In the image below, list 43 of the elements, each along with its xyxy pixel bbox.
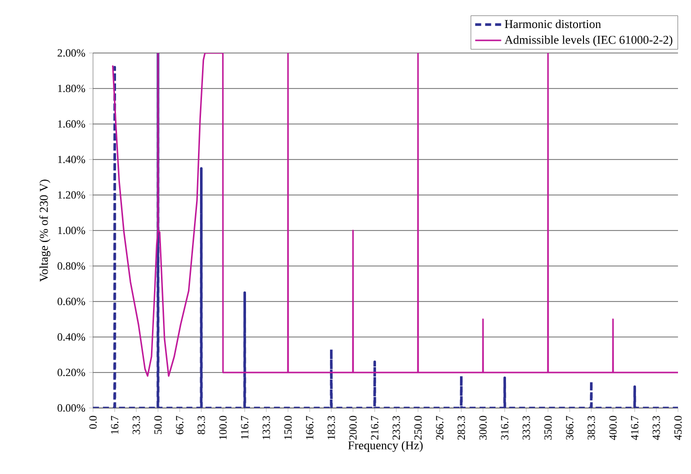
x-tick-label: 66.7 [176,416,184,434]
y-tick-label: 0.60% [58,298,86,306]
legend-label: Admissible levels (IEC 61000-2-2) [504,35,672,46]
x-tick-label: 200.0 [349,416,357,440]
y-tick-label: 1.00% [58,226,86,234]
x-tick-label: 83.3 [198,416,206,434]
y-tick-label: 0.20% [58,368,86,376]
y-tick-label: 1.80% [58,84,86,92]
y-tick-label: 0.40% [58,333,86,341]
y-tick-label: 0.80% [58,262,86,270]
x-tick-label: 383.3 [588,416,596,440]
x-tick-label: 50.0 [154,416,162,434]
x-tick-label: 366.7 [566,416,574,440]
x-tick-label: 416.7 [631,416,638,440]
x-tick-label: 400.0 [609,416,617,440]
y-tick-label: 1.20% [58,191,86,199]
x-tick-label: 450.0 [674,416,682,440]
x-tick-label: 266.7 [436,416,444,440]
y-tick-label: 1.60% [58,120,86,128]
x-tick-label: 133.3 [262,416,270,440]
x-tick-label: 350.0 [544,416,552,440]
x-tick-label: 250.0 [414,416,422,440]
x-tick-label: 433.3 [652,416,660,440]
x-tick-label: 16.7 [111,416,118,434]
x-axis-title: Frequency (Hz) [348,441,423,452]
x-tick-label: 166.7 [306,416,314,440]
x-tick-label: 216.7 [371,416,378,440]
x-tick-label: 150.0 [284,416,292,440]
x-tick-label: 233.3 [392,416,400,440]
y-tick-label: 1.40% [58,156,86,164]
x-tick-label: 33.3 [132,416,140,434]
x-tick-label: 300.0 [479,416,487,440]
x-tick-label: 0.0 [89,416,97,429]
x-tick-label: 100.0 [219,416,227,440]
legend-label: Harmonic distortion [504,20,601,28]
x-tick-label: 333.3 [522,416,530,440]
x-tick-label: 316.7 [501,416,508,440]
y-axis-title: Voltage (% of 230 V) [39,180,50,282]
x-tick-label: 283.3 [458,416,466,440]
x-tick-label: 183.3 [328,416,336,440]
x-tick-label: 116.7 [241,416,248,439]
y-tick-label: 0.00% [58,404,86,412]
y-tick-label: 2.00% [58,49,86,57]
